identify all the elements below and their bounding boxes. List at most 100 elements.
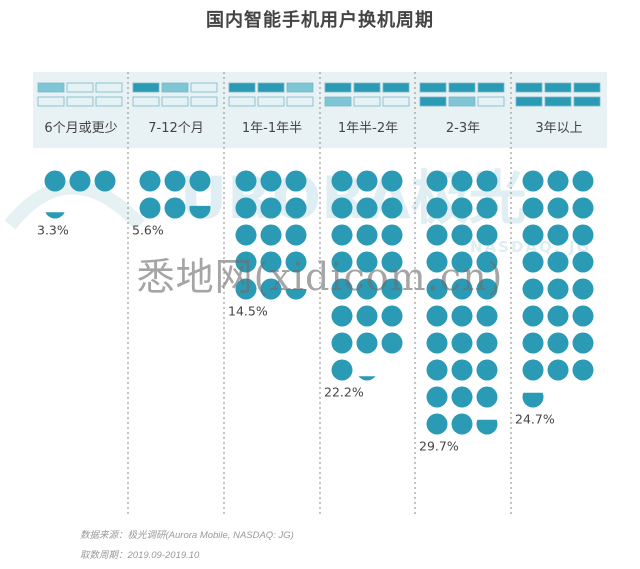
value-dot [331, 332, 353, 354]
cycle-icon-cell [324, 96, 352, 107]
cycle-icon-cell [544, 96, 572, 107]
cycle-icon-cell [228, 96, 256, 107]
value-dot [522, 278, 544, 300]
value-dot [381, 305, 403, 327]
brand-watermark-arc [4, 180, 146, 230]
value-dot [285, 251, 307, 273]
value-dot [451, 359, 473, 381]
value-dot [285, 170, 307, 192]
value-dot-partial [45, 212, 65, 219]
value-dot [476, 224, 498, 246]
cycle-icon-cell [286, 82, 314, 93]
value-dot-partial [189, 205, 211, 219]
cycle-icon-cell [477, 82, 505, 93]
cycle-icon-cell [190, 82, 218, 93]
value-dot [426, 386, 448, 408]
value-dot [572, 359, 594, 381]
value-dot [331, 197, 353, 219]
value-dot [260, 278, 282, 300]
value-dot [451, 332, 473, 354]
value-dot [69, 170, 91, 192]
value-dot [547, 197, 569, 219]
value-dot [572, 224, 594, 246]
chart-title: 国内智能手机用户换机周期 [206, 10, 434, 31]
value-dot [476, 251, 498, 273]
value-dot [426, 413, 448, 435]
value-dot [547, 224, 569, 246]
value-dot [451, 197, 473, 219]
value-dot [451, 413, 473, 435]
value-dot [522, 305, 544, 327]
value-dot [285, 224, 307, 246]
cycle-icon-cell [382, 82, 410, 93]
value-dot [572, 170, 594, 192]
cycle-icon-cell [66, 96, 94, 107]
value-dot [381, 332, 403, 354]
cycle-icon-cell [353, 82, 381, 93]
value-dot [356, 332, 378, 354]
value-dot [235, 278, 257, 300]
value-dot [426, 278, 448, 300]
value-dot [331, 305, 353, 327]
value-dot [572, 278, 594, 300]
value-dot [164, 197, 186, 219]
value-dot [476, 305, 498, 327]
category-label: 7-12个月 [148, 121, 204, 136]
value-dot [451, 170, 473, 192]
value-dot [572, 197, 594, 219]
value-dot [381, 278, 403, 300]
cycle-icon-cell [515, 96, 543, 107]
cycle-icon-cell [95, 96, 123, 107]
value-dot [426, 170, 448, 192]
cycle-icon-cell [95, 82, 123, 93]
value-label: 14.5% [228, 304, 268, 319]
cycle-icon-cell [66, 82, 94, 93]
value-dot [547, 305, 569, 327]
value-dot [356, 278, 378, 300]
value-dot [356, 251, 378, 273]
value-dot [426, 197, 448, 219]
value-dot [522, 197, 544, 219]
cycle-icon-cell [515, 82, 543, 93]
value-dot [260, 170, 282, 192]
value-dot [331, 170, 353, 192]
value-dot [381, 251, 403, 273]
category-label: 6个月或更少 [44, 121, 117, 136]
value-dot [451, 224, 473, 246]
cycle-icon-cell [228, 82, 256, 93]
category-label: 3年以上 [535, 121, 582, 136]
cycle-icon-cell [573, 96, 601, 107]
value-dot [331, 359, 353, 381]
value-dot-partial [285, 289, 307, 300]
cycle-icon-cell [448, 82, 476, 93]
value-label: 3.3% [37, 223, 69, 238]
cycle-icon-cell [257, 82, 285, 93]
value-dot [94, 170, 116, 192]
value-dot [476, 170, 498, 192]
cycle-icon-cell [419, 96, 447, 107]
cycle-icon-cell [573, 82, 601, 93]
value-dot-partial [476, 419, 498, 435]
value-label: 5.6% [132, 223, 164, 238]
value-label: 22.2% [324, 385, 364, 400]
value-dot [139, 170, 161, 192]
value-dot [235, 197, 257, 219]
cycle-icon-cell [286, 96, 314, 107]
value-dot [547, 278, 569, 300]
value-dot [235, 251, 257, 273]
value-dot [451, 278, 473, 300]
value-dot [547, 359, 569, 381]
cycle-icon-cell [419, 82, 447, 93]
value-dot [572, 332, 594, 354]
cycle-icon-cell [257, 96, 285, 107]
value-dot [451, 305, 473, 327]
value-dot [331, 224, 353, 246]
value-dot [381, 170, 403, 192]
value-dot [260, 251, 282, 273]
value-dot [164, 170, 186, 192]
value-dot [426, 332, 448, 354]
value-dot [572, 305, 594, 327]
value-dot [476, 359, 498, 381]
value-dot [139, 197, 161, 219]
